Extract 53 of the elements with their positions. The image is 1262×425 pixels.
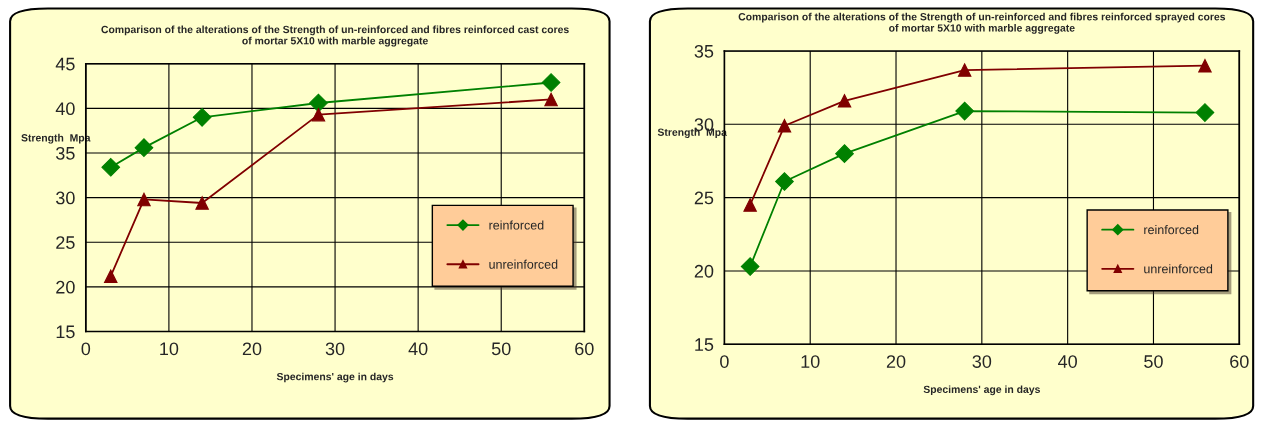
x-tick-label: 50: [491, 342, 511, 356]
legend-label: reinforced: [1144, 225, 1199, 235]
x-tick-label: 30: [972, 355, 992, 368]
x-tick-label: 0: [81, 342, 91, 356]
y-tick-label: 15: [56, 325, 75, 339]
point: [309, 93, 328, 113]
x-tick-label: 40: [1058, 355, 1077, 368]
x-tick-label: 30: [325, 342, 345, 356]
point: [740, 257, 760, 276]
x-tick-label: 20: [242, 342, 262, 356]
y-tick-label: 35: [694, 44, 714, 58]
point: [957, 63, 972, 77]
point: [311, 107, 326, 122]
point: [835, 144, 854, 163]
point: [137, 192, 151, 207]
x-tick-label: 20: [886, 355, 906, 368]
point: [1198, 58, 1212, 73]
x-tick-label: 0: [720, 355, 729, 368]
point: [777, 119, 792, 133]
x-axis-title: Specimens' age in days: [923, 385, 1040, 396]
point: [743, 198, 757, 212]
legend-label: unreinforced: [1144, 264, 1213, 274]
x-tick-label: 60: [1230, 355, 1249, 368]
x-tick-label: 40: [408, 342, 428, 356]
y-tick-label: 20: [56, 280, 75, 294]
x-tick-label: 50: [1144, 355, 1163, 368]
point: [955, 101, 975, 121]
chart-title: Comparison of the alterations of the Strength of un-reinforced and fibres reinforced cast cores of mortar 5X10 with marble aggregate: [101, 25, 569, 47]
point: [544, 92, 558, 107]
point: [101, 157, 121, 177]
y-tick-label: 30: [56, 191, 75, 205]
y-tick-label: 45: [55, 57, 75, 71]
y-tick-label: 25: [56, 236, 75, 249]
chart-title: Comparison of the alterations of the Strength of un-reinforced and fibres reinforced sprayed cores of mortar 5X10 with marble aggregate: [738, 12, 1226, 34]
y-tick-label: 35: [56, 146, 75, 160]
legend-label: reinforced: [489, 220, 544, 230]
point: [134, 138, 154, 157]
x-tick-label: 10: [801, 355, 820, 368]
y-tick-label: 15: [695, 338, 714, 351]
point: [195, 196, 209, 210]
x-tick-label: 10: [160, 342, 179, 356]
legend-label: unreinforced: [489, 259, 558, 269]
point: [192, 107, 212, 127]
y-tick-label: 40: [55, 102, 75, 116]
x-axis-title: Specimens' age in days: [276, 372, 394, 383]
y-tick-label: 25: [694, 191, 714, 205]
point: [103, 269, 118, 283]
y-tick-label: 20: [694, 264, 714, 278]
point: [837, 94, 852, 108]
point: [541, 73, 561, 92]
point: [1195, 103, 1215, 122]
point: [775, 172, 794, 191]
x-tick-label: 60: [575, 342, 594, 356]
